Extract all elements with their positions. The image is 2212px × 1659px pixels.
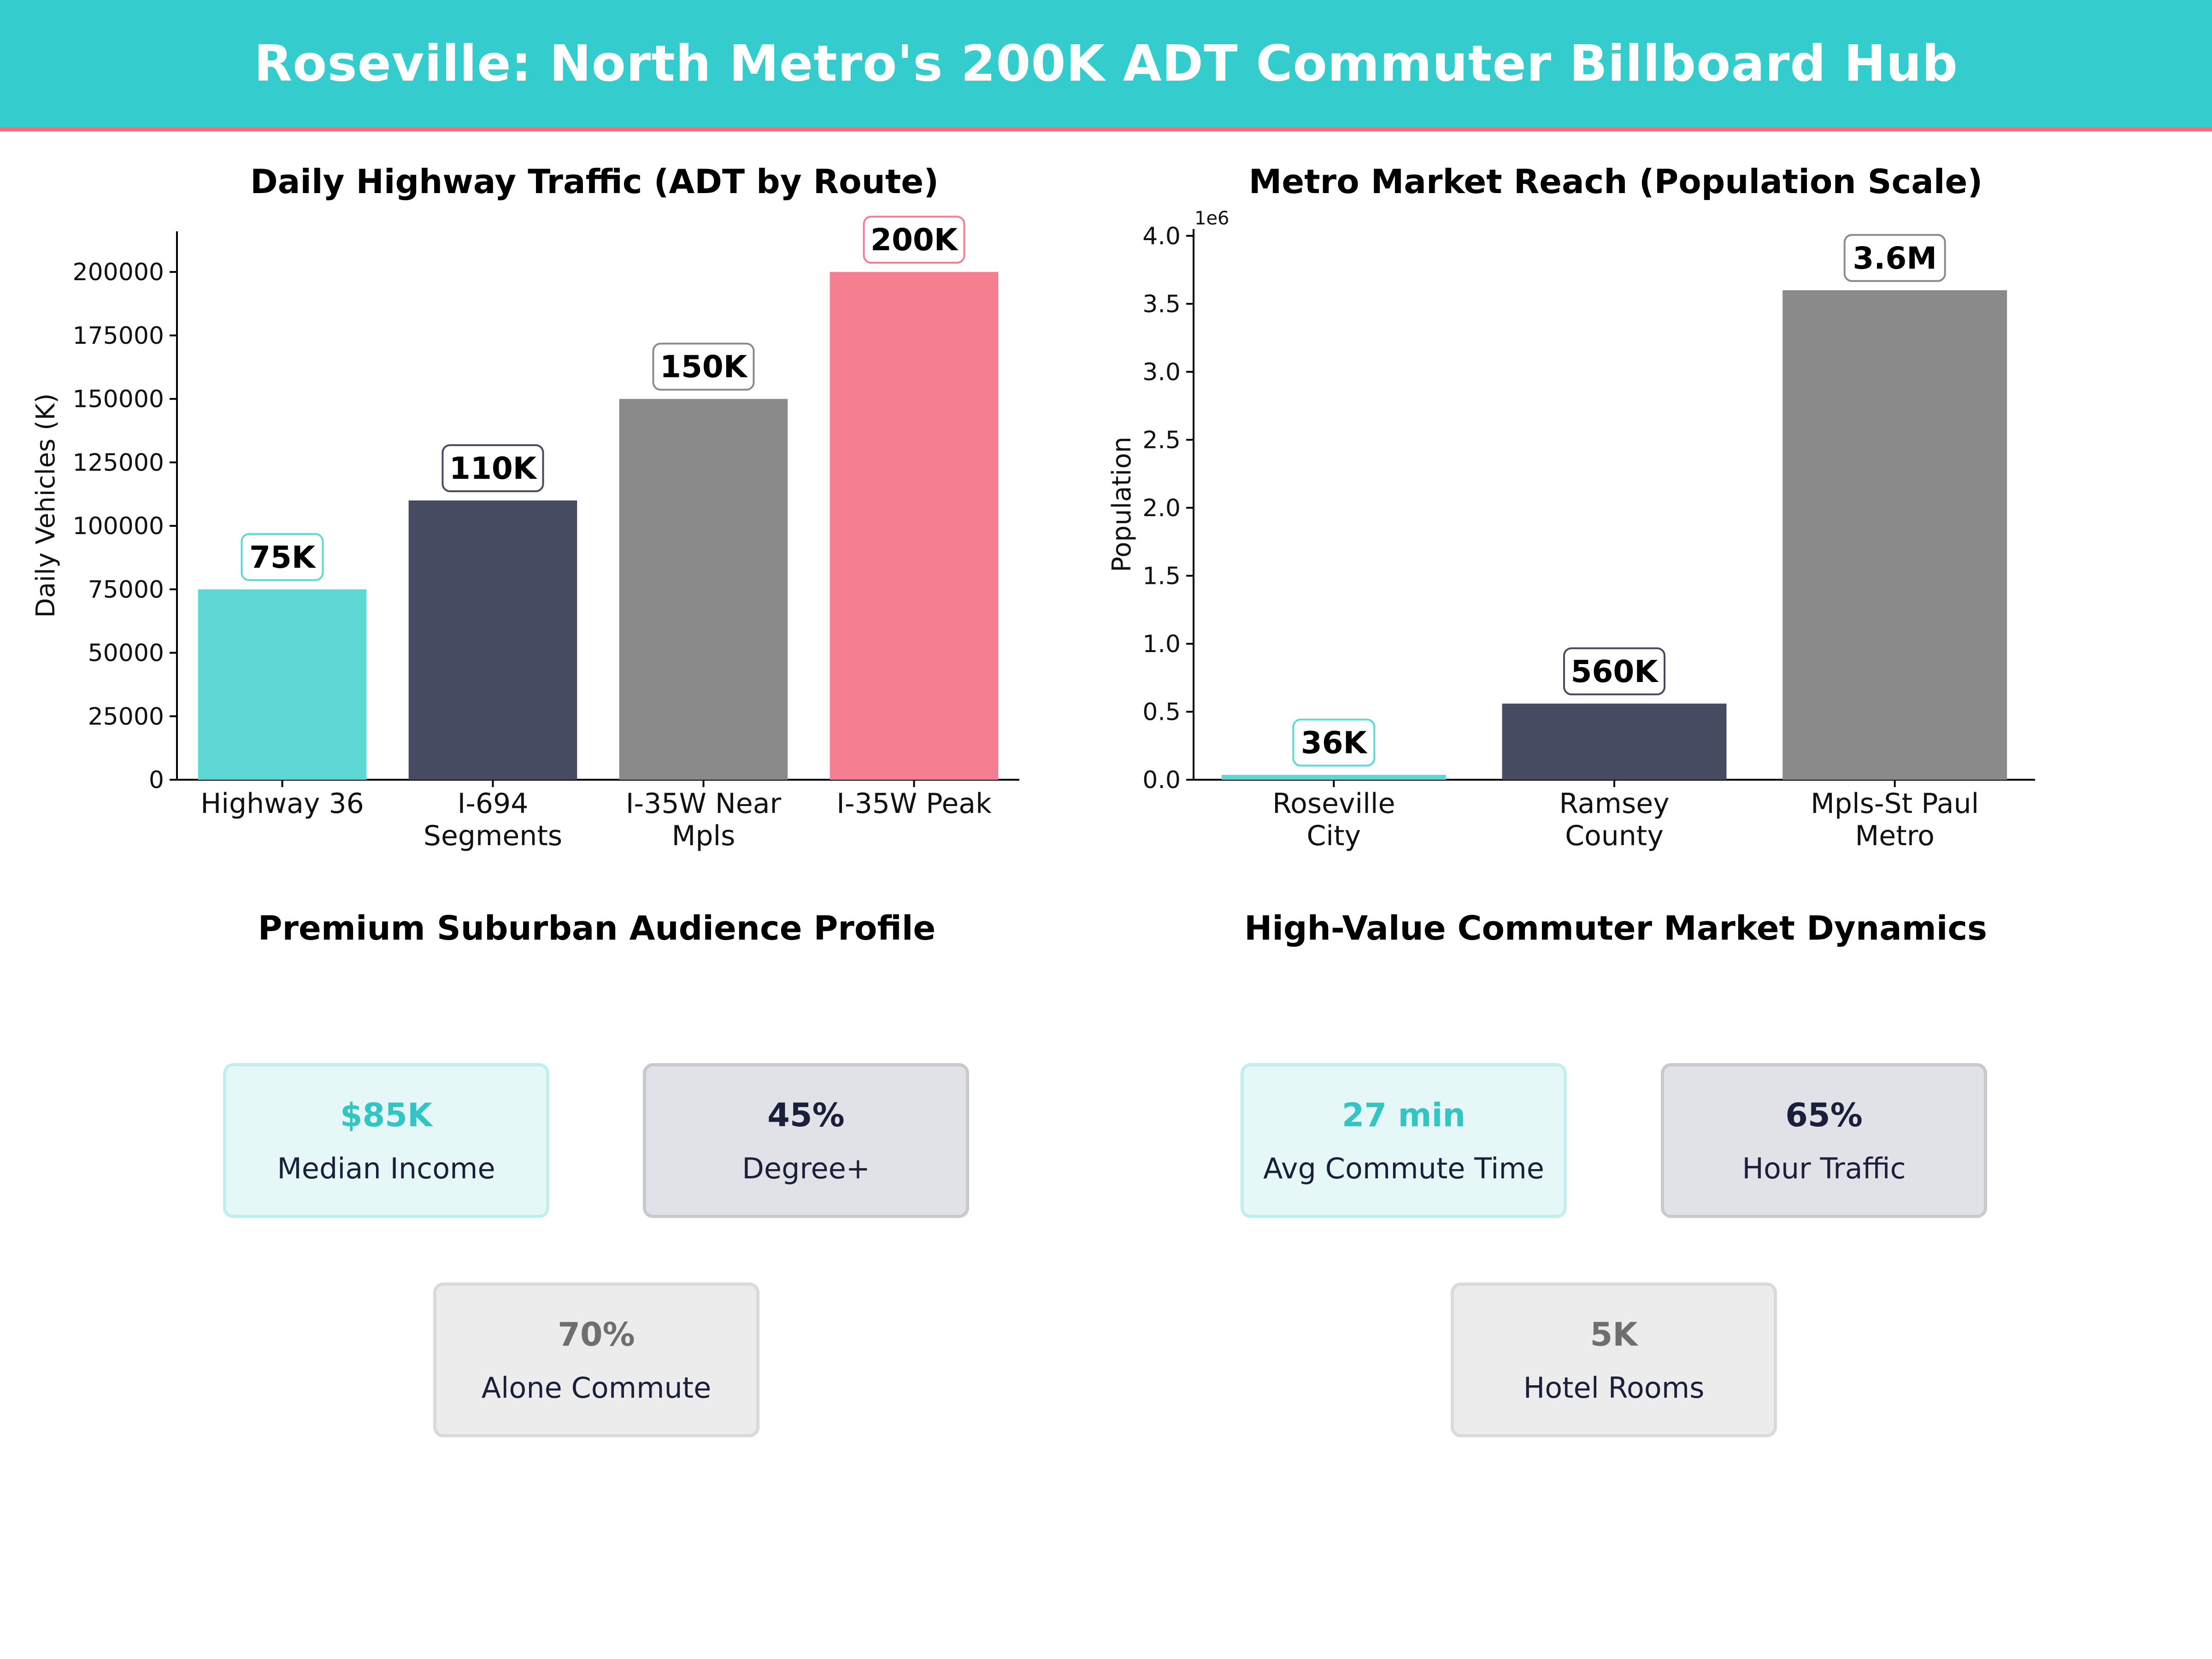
data-label: 3.6M <box>1853 241 1937 276</box>
y-tick-label: 0 <box>149 766 164 794</box>
x-tick-label: Highway 36 <box>200 788 364 820</box>
y-tick-label: 4.0 <box>1142 223 1181 250</box>
y-tick-label: 25000 <box>88 703 164 730</box>
data-label-box <box>441 444 544 492</box>
y-tick-label: 0.0 <box>1142 766 1181 794</box>
y-tick-label: 50000 <box>88 640 164 667</box>
data-label: 36K <box>1301 725 1368 760</box>
x-tick-label: Mpls-St Paul Metro <box>1811 788 1979 852</box>
hour-traffic-label: Hour Traffic <box>1742 1151 1906 1185</box>
y-tick-label: 150000 <box>72 386 164 413</box>
data-label: 200K <box>871 222 959 258</box>
y-tick-label: 3.5 <box>1142 290 1181 318</box>
y-tick-label: 3.0 <box>1142 359 1181 386</box>
bar-2 <box>408 500 577 780</box>
y-tick-label: 125000 <box>72 449 164 477</box>
bar-2 <box>1502 703 1727 780</box>
data-label-box <box>863 216 965 264</box>
data-label: 150K <box>660 349 748 385</box>
data-label-box <box>1843 234 1946 282</box>
degree-value: 45% <box>767 1096 845 1134</box>
x-tick-label: I-35W Peak <box>836 788 992 820</box>
y-axis-title: Daily Vehicles (K) <box>31 393 61 618</box>
alone-commute-label: Alone Commute <box>481 1371 712 1405</box>
hour-traffic-card: 65% Hour Traffic <box>1661 1063 1987 1218</box>
commute-time-card: 27 min Avg Commute Time <box>1241 1063 1567 1218</box>
traffic-chart-title: Daily Highway Traffic (ADT by Route) <box>250 162 939 201</box>
data-label-box <box>1292 718 1376 767</box>
alone-commute-card: 70% Alone Commute <box>433 1282 759 1437</box>
y-axis-title: Population <box>1107 436 1137 572</box>
commute-time-label: Avg Commute Time <box>1263 1151 1544 1185</box>
y-axis-offset-label: 1e6 <box>1194 208 1230 229</box>
y-tick-label: 100000 <box>72 512 164 540</box>
y-tick-label: 75000 <box>88 576 164 604</box>
header-banner: Roseville: North Metro's 200K ADT Commut… <box>0 0 2212 131</box>
bar-1 <box>198 589 367 780</box>
bar-1 <box>1221 775 1446 780</box>
degree-card: 45% Degree+ <box>643 1063 969 1218</box>
alone-commute-value: 70% <box>558 1315 635 1353</box>
page-title: Roseville: North Metro's 200K ADT Commut… <box>254 35 1958 93</box>
bar-3 <box>619 399 788 780</box>
y-tick-label: 175000 <box>72 322 164 350</box>
x-tick-label: I-694 Segments <box>424 788 562 852</box>
market-panel-title: High-Value Commuter Market Dynamics <box>1244 909 1987 947</box>
x-tick-label: I-35W Near Mpls <box>626 788 782 852</box>
bar-4 <box>830 272 999 780</box>
y-tick-label: 200000 <box>72 259 164 286</box>
median-income-value: $85K <box>340 1096 433 1134</box>
data-label: 560K <box>1571 654 1659 689</box>
data-label-box <box>241 533 324 581</box>
data-label: 110K <box>449 451 538 486</box>
hour-traffic-value: 65% <box>1785 1096 1863 1134</box>
hotel-rooms-label: Hotel Rooms <box>1523 1371 1705 1405</box>
hotel-rooms-value: 5K <box>1590 1315 1638 1353</box>
hotel-rooms-card: 5K Hotel Rooms <box>1451 1282 1777 1437</box>
degree-label: Degree+ <box>742 1151 870 1185</box>
commute-time-value: 27 min <box>1341 1096 1466 1134</box>
y-tick-label: 1.0 <box>1142 630 1181 658</box>
data-label-box <box>1563 647 1665 695</box>
x-tick-label: Roseville City <box>1272 788 1395 852</box>
population-chart-title: Metro Market Reach (Population Scale) <box>1248 162 1983 201</box>
data-label-box <box>652 342 755 391</box>
y-tick-label: 2.5 <box>1142 426 1181 454</box>
data-label: 75K <box>249 540 317 575</box>
y-tick-label: 1.5 <box>1142 562 1181 590</box>
median-income-label: Median Income <box>277 1151 495 1185</box>
y-tick-label: 2.0 <box>1142 494 1181 522</box>
audience-panel-title: Premium Suburban Audience Profile <box>258 909 936 947</box>
x-tick-label: Ramsey County <box>1559 788 1669 852</box>
median-income-card: $85K Median Income <box>223 1063 549 1218</box>
bar-3 <box>1783 290 2007 780</box>
y-tick-label: 0.5 <box>1142 698 1181 726</box>
